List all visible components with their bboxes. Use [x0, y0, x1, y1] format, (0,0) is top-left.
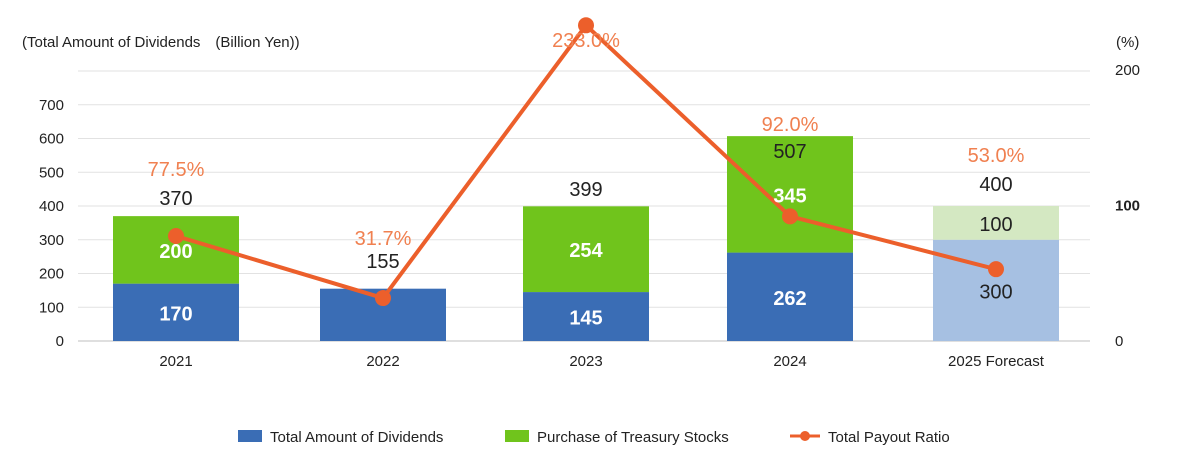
- y-tick-label: 300: [39, 232, 64, 249]
- legend-marker-payout: [800, 431, 810, 441]
- y-tick-label: 600: [39, 131, 64, 148]
- bar-dividends: [523, 292, 649, 341]
- y-tick-label: 700: [39, 97, 64, 114]
- payout-point: [988, 261, 1004, 278]
- total-label: 370: [159, 188, 192, 210]
- y-tick-label: 0: [56, 333, 64, 350]
- bar-label-dividends: 145: [569, 308, 602, 330]
- y-tick-label: 400: [39, 198, 64, 215]
- x-tick-label: 2021: [159, 353, 192, 370]
- y2-tick-label: 200: [1115, 62, 1140, 79]
- data-labels: 170 200 145 254 262 345 300 100 370 155 399 507 400 7…: [148, 30, 1025, 330]
- y-tick-label: 200: [39, 266, 64, 283]
- bar-treasury: [933, 206, 1059, 240]
- payout-label: 77.5%: [148, 159, 205, 181]
- payout-point: [375, 290, 391, 307]
- bar-label-dividends: 300: [979, 281, 1012, 303]
- payout-label: 92.0%: [762, 114, 819, 136]
- left-axis-title: (Total Amount of Dividends (Billion Yen)…: [22, 34, 300, 51]
- legend-label-treasury: Purchase of Treasury Stocks: [537, 429, 729, 446]
- bar-dividends: [727, 252, 853, 341]
- total-label: 399: [569, 179, 602, 201]
- x-tick-label: 2022: [366, 353, 399, 370]
- bar-dividends: [113, 283, 239, 341]
- bar-treasury: [727, 136, 853, 253]
- legend-label-dividends: Total Amount of Dividends: [270, 429, 443, 446]
- bars: [113, 136, 1059, 341]
- bar-label-dividends: 170: [159, 303, 192, 325]
- bar-label-dividends: 262: [773, 288, 806, 310]
- payout-label: 31.7%: [355, 228, 412, 250]
- right-axis-title: (%): [1116, 34, 1139, 51]
- legend-swatch-dividends: [238, 430, 262, 442]
- payout-label: 233.0%: [552, 30, 620, 52]
- payout-label: 53.0%: [968, 145, 1025, 167]
- y2-tick-label: 100: [1115, 198, 1140, 215]
- payout-point: [782, 208, 798, 225]
- bar-label-treasury: 200: [159, 241, 192, 263]
- x-tick-label: 2024: [773, 353, 806, 370]
- x-tick-label: 2025 Forecast: [948, 353, 1045, 370]
- bar-label-treasury: 345: [773, 185, 806, 207]
- legend-swatch-treasury: [505, 430, 529, 442]
- total-label: 155: [366, 251, 399, 273]
- bar-treasury: [523, 206, 649, 293]
- total-label: 507: [773, 141, 806, 163]
- legend: Total Amount of Dividends Purchase of Tre…: [238, 429, 950, 446]
- bar-label-treasury: 100: [979, 214, 1012, 236]
- payout-point: [168, 227, 184, 244]
- y-tick-label: 500: [39, 164, 64, 181]
- legend-label-payout: Total Payout Ratio: [828, 429, 950, 446]
- y2-tick-label: 0: [1115, 333, 1123, 350]
- bar-label-treasury: 254: [569, 240, 603, 262]
- payout-point: [578, 17, 594, 34]
- total-label: 400: [979, 174, 1012, 196]
- axes: 0 100 200 300 400 500 600 700 0 100 200 (Total Amou…: [22, 34, 1140, 370]
- grid-lines: [78, 70, 1090, 342]
- y-tick-label: 100: [39, 299, 64, 316]
- payout-ratio-line: [168, 17, 1004, 307]
- x-tick-label: 2023: [569, 353, 602, 370]
